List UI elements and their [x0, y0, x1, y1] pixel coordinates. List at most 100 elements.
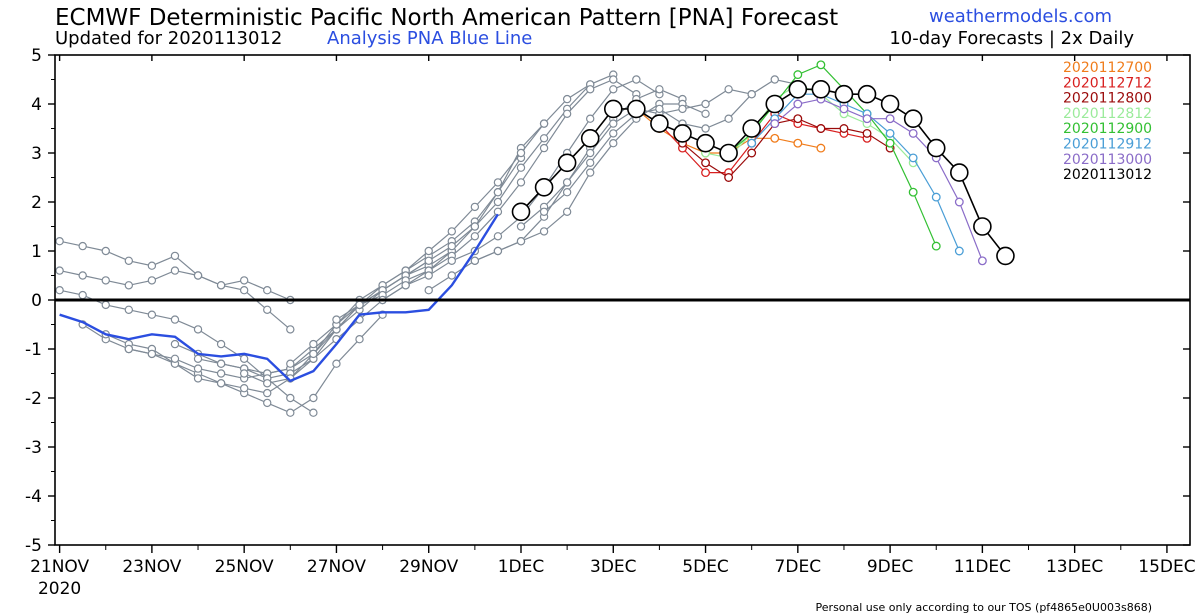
past-forecast-point — [332, 315, 341, 324]
forecast-point-2020113012 — [511, 202, 531, 222]
x-tick-label: 21NOV — [30, 557, 89, 577]
past-forecast-point — [124, 281, 134, 290]
legend-entry-2020112700: 2020112700 — [1063, 60, 1152, 76]
chart-title: ECMWF Deterministic Pacific North Americ… — [55, 5, 839, 31]
past-forecast-point — [470, 232, 480, 241]
past-forecast-point — [493, 246, 503, 256]
tos-note: Personal use only according to our TOS (… — [815, 601, 1152, 614]
forecast-point-2020112700 — [816, 143, 826, 153]
forecast-point-2020113000 — [839, 104, 849, 114]
past-forecast-point — [539, 134, 549, 143]
past-forecast-point — [355, 300, 364, 310]
past-forecast-point — [655, 85, 664, 94]
past-forecast-point — [193, 374, 203, 383]
past-forecast-point — [424, 286, 433, 295]
forecast-point-2020112912 — [885, 128, 895, 138]
x-tick-label: 7DEC — [775, 557, 822, 577]
past-forecast-point — [493, 187, 503, 197]
legend-entry-2020112712: 2020112712 — [1063, 75, 1152, 91]
past-forecast-point — [193, 271, 203, 280]
forecast-line-2020112712 — [658, 113, 868, 174]
past-forecast-point — [539, 227, 549, 236]
y-tick-label: 2 — [31, 193, 42, 213]
past-forecast-point — [678, 104, 687, 114]
forecast-point-2020113012 — [903, 109, 923, 128]
past-forecast-point — [239, 354, 249, 363]
past-forecast-point — [447, 256, 456, 265]
past-forecast-point — [586, 85, 595, 94]
y-tick-label: 5 — [31, 46, 42, 66]
past-forecast-point — [516, 148, 526, 158]
forecast-frequency-label: 10-day Forecasts | 2x Daily — [889, 28, 1134, 49]
past-forecast-point — [286, 325, 295, 334]
past-forecast-point — [516, 163, 526, 172]
past-forecast-point — [447, 227, 456, 236]
past-forecast-point — [55, 286, 64, 295]
past-forecast-point — [447, 241, 456, 251]
forecast-point-2020112912 — [747, 138, 757, 148]
past-forecast-point — [609, 129, 618, 138]
past-forecast-point — [147, 276, 157, 285]
past-forecast-point — [447, 271, 456, 280]
past-forecast-point — [239, 276, 249, 285]
forecast-point-2020112800 — [793, 114, 803, 124]
past-forecast-point — [724, 85, 733, 94]
past-forecast-point — [747, 89, 756, 99]
past-forecast-point — [586, 114, 595, 123]
past-forecast-point — [539, 143, 549, 153]
past-forecast-point — [263, 388, 272, 398]
forecast-line-2020112900 — [728, 64, 937, 247]
past-forecast-point — [263, 398, 272, 408]
past-forecast-point — [539, 119, 549, 128]
forecast-point-2020113000 — [954, 197, 964, 207]
past-forecast-point — [193, 325, 203, 334]
forecast-line-2020113012 — [520, 88, 1007, 257]
y-tick-label: -4 — [25, 487, 42, 507]
y-tick-label: 4 — [31, 95, 42, 115]
past-forecast-point — [193, 364, 203, 373]
past-forecast-point — [424, 246, 433, 256]
forecast-point-2020113012 — [719, 143, 738, 163]
forecast-point-2020113012 — [580, 129, 600, 148]
past-forecast-line — [543, 78, 798, 213]
forecast-line-2020112800 — [682, 118, 891, 179]
past-forecast-point — [516, 222, 526, 231]
past-forecast-point — [309, 393, 318, 403]
forecast-point-2020113000 — [770, 119, 780, 129]
forecast-point-2020113012 — [742, 119, 761, 138]
y-tick-label: 0 — [31, 291, 42, 311]
past-forecast-point — [562, 178, 572, 187]
brand-link[interactable]: weathermodels.com — [929, 6, 1113, 27]
past-forecast-point — [562, 94, 572, 104]
past-forecast-point — [586, 158, 595, 167]
y-tick-label: -3 — [25, 438, 42, 458]
legend-entry-2020112800: 2020112800 — [1063, 91, 1152, 107]
forecast-point-2020112800 — [839, 124, 849, 133]
past-forecast-point — [562, 207, 572, 216]
past-forecast-point — [170, 266, 180, 275]
forecast-point-2020113012 — [557, 153, 577, 173]
year-label: 2020 — [38, 579, 81, 599]
past-forecast-point — [216, 379, 226, 388]
forecast-point-2020112800 — [724, 173, 734, 182]
past-forecast-line — [59, 269, 291, 301]
past-forecast-point — [355, 335, 364, 344]
past-forecast-point — [78, 241, 87, 251]
forecast-point-2020113000 — [793, 99, 803, 109]
x-tick-label: 29NOV — [399, 557, 458, 577]
forecast-point-2020113012 — [834, 84, 854, 104]
past-forecast-point — [263, 305, 272, 314]
past-forecast-point — [609, 75, 618, 84]
past-forecast-point — [516, 178, 526, 187]
past-forecast-point — [263, 286, 272, 295]
past-forecast-point — [701, 99, 710, 109]
forecast-point-2020112900 — [908, 187, 918, 197]
past-forecast-point — [124, 305, 134, 314]
forecast-point-2020112800 — [862, 128, 872, 138]
x-tick-label: 15DEC — [1138, 557, 1195, 577]
past-forecast-point — [78, 290, 87, 300]
forecast-point-2020113012 — [603, 99, 623, 119]
past-forecast-point — [170, 354, 180, 363]
past-forecast-line — [243, 83, 591, 384]
past-forecast-point — [770, 75, 779, 84]
